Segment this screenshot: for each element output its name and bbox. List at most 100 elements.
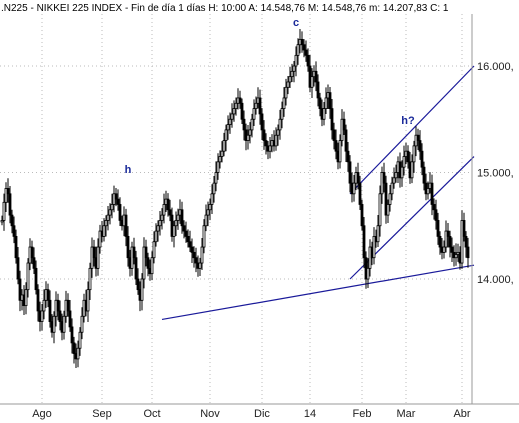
wave-annotation-label: h xyxy=(125,164,132,176)
candle-body xyxy=(274,134,278,147)
candle-body xyxy=(384,182,388,216)
candle-body xyxy=(158,220,162,227)
candle-body xyxy=(232,108,236,115)
candle-body xyxy=(418,140,422,152)
candle-body xyxy=(172,225,176,237)
candle-body xyxy=(394,172,398,179)
candle-body xyxy=(276,129,280,136)
candle-body xyxy=(430,182,434,205)
candle-body xyxy=(346,150,350,163)
candle-body xyxy=(180,209,184,227)
candle-body xyxy=(210,193,214,205)
candle-body xyxy=(18,278,22,301)
candle-body xyxy=(330,108,334,131)
candle-body xyxy=(392,177,396,184)
candle-body xyxy=(40,310,44,323)
candle-body xyxy=(220,150,224,157)
candle-body xyxy=(248,129,252,136)
candle-body xyxy=(278,118,282,131)
candle-body xyxy=(110,204,114,211)
candle-body xyxy=(386,204,390,216)
candle-body xyxy=(98,230,102,248)
candle-body xyxy=(160,214,164,221)
candle-body xyxy=(108,209,112,216)
candle-body xyxy=(360,204,364,227)
candle-body xyxy=(454,254,458,259)
candle-body xyxy=(136,278,140,291)
candle-body xyxy=(216,161,220,173)
candle-body xyxy=(356,172,360,184)
candle-body xyxy=(410,161,414,179)
candle-body xyxy=(258,97,262,115)
x-tick-label: 14 xyxy=(304,408,316,420)
candle-body xyxy=(106,214,110,221)
candle-body xyxy=(416,134,420,141)
candle-body xyxy=(8,193,12,216)
candle-body xyxy=(88,267,92,291)
candle-body xyxy=(292,65,296,72)
candle-body xyxy=(224,129,228,141)
candle-body xyxy=(252,108,256,120)
candle-body xyxy=(282,97,286,109)
candle-body xyxy=(198,262,202,269)
candle-body xyxy=(342,118,346,131)
wave-annotation-label: c xyxy=(293,17,299,29)
candle-body xyxy=(174,220,178,227)
candle-body xyxy=(132,246,136,259)
candle-body xyxy=(48,299,52,322)
candle-body xyxy=(36,289,40,312)
candle-body xyxy=(62,315,66,333)
candle-body xyxy=(344,129,348,152)
candle-body xyxy=(412,145,416,163)
candle-body xyxy=(348,161,352,184)
candle-body xyxy=(32,257,36,269)
candle-body xyxy=(464,235,468,248)
candle-body xyxy=(116,198,120,205)
trendline-support xyxy=(161,264,475,321)
candle-body xyxy=(432,204,436,211)
candle-body xyxy=(168,209,172,216)
candle-body xyxy=(400,166,404,179)
candle-body xyxy=(126,235,130,259)
candle-body xyxy=(222,140,226,152)
candle-body xyxy=(78,331,82,349)
candle-body xyxy=(134,257,138,280)
candle-body xyxy=(204,214,208,227)
candle-body xyxy=(154,230,158,243)
candle-body xyxy=(304,49,308,56)
x-tick-label: Feb xyxy=(353,408,372,420)
chart-header-text: .N225 - NIKKEI 225 INDEX - Fin de día 1 … xyxy=(1,3,449,14)
candle-body xyxy=(26,262,30,291)
candle-body xyxy=(406,150,410,163)
candle-body xyxy=(72,342,76,354)
candle-body xyxy=(46,289,50,301)
candle-body xyxy=(328,92,332,109)
x-tick-label: Abr xyxy=(453,408,470,420)
candle-body xyxy=(70,326,74,344)
candle-body xyxy=(186,235,190,243)
x-tick-label: Dic xyxy=(254,408,270,420)
candle-body xyxy=(260,113,264,131)
candle-body xyxy=(206,209,210,216)
candle-body xyxy=(24,289,28,307)
candle-body xyxy=(286,81,290,88)
candle-body xyxy=(184,230,188,237)
candle-body xyxy=(10,214,14,227)
candle-body xyxy=(448,235,452,248)
candle-body xyxy=(284,86,288,99)
candle-body xyxy=(442,246,446,253)
candle-body xyxy=(86,289,90,312)
candle-body xyxy=(302,44,306,51)
candle-body xyxy=(16,257,20,280)
candle-body xyxy=(264,140,268,147)
grid-layer xyxy=(0,14,470,404)
candle-body xyxy=(42,299,46,312)
candle-body xyxy=(388,193,392,205)
candle-body xyxy=(444,230,448,248)
candle-body xyxy=(114,193,118,200)
candle-body xyxy=(366,267,370,280)
candle-body xyxy=(194,257,198,264)
candle-body xyxy=(34,267,38,291)
wave-annotation-label: h? xyxy=(401,115,415,127)
